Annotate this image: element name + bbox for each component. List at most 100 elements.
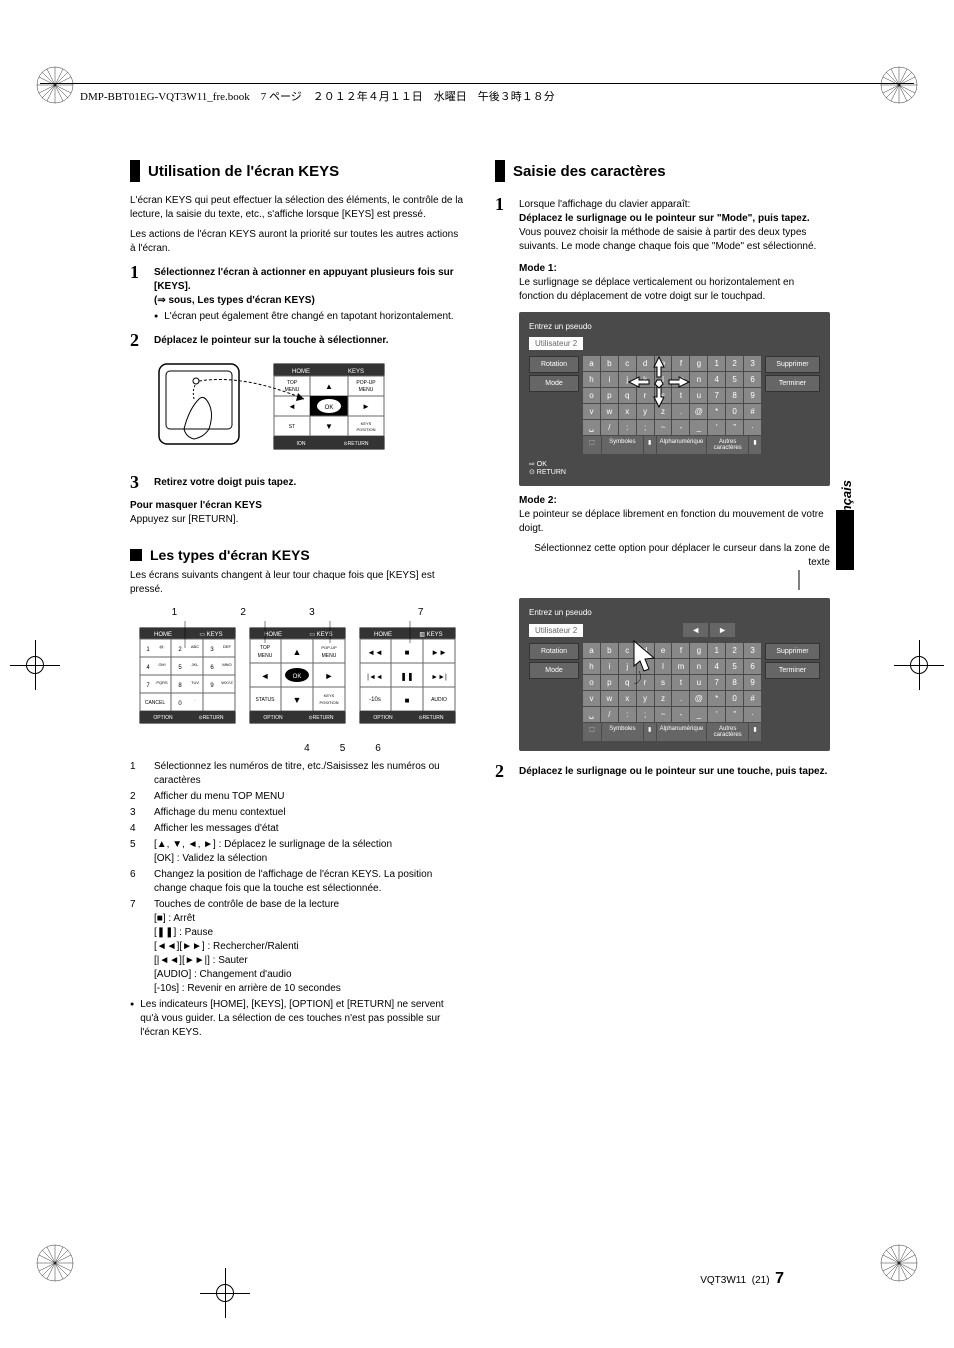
section-heading: Saisie des caractères	[513, 163, 666, 180]
step-text: Déplacez le pointeur sur la touche à sél…	[154, 335, 389, 346]
print-mark-icon	[35, 65, 75, 105]
svg-text:❚❚: ❚❚	[400, 672, 413, 681]
svg-text:ST: ST	[289, 424, 295, 430]
svg-text:HOME: HOME	[374, 632, 392, 638]
kb-key: z	[655, 691, 672, 706]
kb-key: d	[637, 356, 654, 371]
kb-symbols: Symboles	[602, 723, 643, 741]
svg-text:HOME: HOME	[264, 632, 282, 638]
svg-text:▭ KEYS: ▭ KEYS	[199, 632, 222, 638]
step-text: Lorsque l'affichage du clavier apparaît:	[519, 199, 690, 210]
kb-key: -	[672, 420, 689, 435]
kb-key: h	[583, 659, 600, 674]
kb-key: :	[619, 420, 636, 435]
list-text: Sélectionnez les numéros de titre, etc./…	[154, 760, 465, 788]
svg-text:POP-UP: POP-UP	[356, 380, 376, 386]
kb-other: Autres caractères	[707, 723, 748, 741]
kb-key: u	[690, 388, 707, 403]
svg-text:▥ KEYS: ▥ KEYS	[419, 632, 442, 638]
kb-key: x	[619, 691, 636, 706]
kb-key: _	[690, 420, 707, 435]
svg-text:OK: OK	[325, 405, 334, 411]
svg-text:TOP: TOP	[260, 645, 271, 651]
svg-text:JKL: JKL	[192, 662, 200, 667]
kb-key: '	[708, 707, 725, 722]
kb-key: '	[708, 420, 725, 435]
kb-key: 1	[708, 643, 725, 658]
kb-input: Utilisateur 2	[529, 337, 583, 350]
kb-key: 8	[726, 388, 743, 403]
svg-text:POSITION: POSITION	[319, 700, 338, 705]
svg-text:|◄◄: |◄◄	[367, 674, 383, 681]
kb-input: Utilisateur 2	[529, 624, 583, 637]
kb-key: 5	[726, 372, 743, 387]
kb-key: q	[619, 675, 636, 690]
svg-text:►►|: ►►|	[431, 674, 447, 681]
kb-key: 4	[708, 659, 725, 674]
svg-text:HOME: HOME	[292, 369, 310, 375]
kb-key: k	[637, 659, 654, 674]
diagram-label: 7	[418, 607, 424, 618]
svg-text:ION: ION	[297, 441, 306, 447]
kb-prompt: Entrez un pseudo	[529, 322, 592, 331]
kb-prompt: Entrez un pseudo	[529, 608, 592, 617]
step-text: Déplacez le surlignage ou le pointeur su…	[519, 213, 810, 224]
kb-key: 2	[726, 643, 743, 658]
step-number: 2	[495, 761, 519, 782]
list-text: [▲, ▼, ◄, ►] : Déplacez le surlignage de…	[154, 838, 465, 866]
step-text: Déplacez le surlignage ou le pointeur su…	[519, 766, 827, 777]
kb-rotation: Rotation	[529, 643, 579, 660]
keyboard-mode2-diagram: Entrez un pseudo Utilisateur 2 ◄ ► Rotat…	[519, 598, 830, 751]
list-number: 2	[130, 790, 154, 804]
kb-key: y	[637, 404, 654, 419]
kb-key: @	[690, 404, 707, 419]
kb-key: r	[637, 675, 654, 690]
print-mark-icon	[35, 1243, 75, 1283]
kb-key: p	[601, 675, 618, 690]
kb-alpha-marker: ▮	[644, 723, 656, 741]
svg-text:PQRS: PQRS	[156, 680, 168, 685]
list-number: 1	[130, 760, 154, 788]
svg-text:OPTION: OPTION	[263, 715, 283, 721]
kb-key: -	[672, 707, 689, 722]
kb-key: l	[655, 659, 672, 674]
diagram-label: 1	[172, 607, 178, 618]
kb-key: ;	[637, 420, 654, 435]
kb-key: ␣	[583, 707, 600, 722]
crosshair-icon	[200, 1268, 250, 1318]
mode-note: Sélectionnez cette option pour déplacer …	[534, 543, 830, 568]
svg-text:2: 2	[178, 647, 182, 653]
kb-key: l	[655, 372, 672, 387]
print-mark-icon	[879, 1243, 919, 1283]
kb-key: "	[726, 707, 743, 722]
kb-key: j	[619, 659, 636, 674]
kb-other-marker: ▮	[749, 723, 761, 741]
header-divider	[40, 83, 914, 84]
kb-key: n	[690, 372, 707, 387]
svg-text:⊙RETURN: ⊙RETURN	[418, 715, 443, 721]
mask-text: Appuyez sur [RETURN].	[130, 514, 238, 525]
print-mark-icon	[879, 65, 919, 105]
list-text: Changez la position de l'affichage de l'…	[154, 868, 465, 896]
kb-key: p	[601, 388, 618, 403]
svg-text:▼: ▼	[325, 422, 333, 431]
mode-title: Mode 2:	[519, 495, 557, 506]
svg-text:CANCEL: CANCEL	[145, 700, 166, 706]
svg-text:HOME: HOME	[154, 632, 172, 638]
kb-footer: ⇨ OK⊙ RETURN	[529, 460, 820, 476]
kb-key: v	[583, 404, 600, 419]
heading-marker	[130, 160, 140, 182]
kb-key: s	[655, 388, 672, 403]
mode-text: Le pointeur se déplace librement en fonc…	[519, 509, 824, 534]
step-number: 3	[130, 472, 154, 493]
subheading-marker	[130, 549, 142, 561]
diagram-label: 5	[340, 743, 346, 754]
kb-key: 8	[726, 675, 743, 690]
kb-mode: Mode	[529, 662, 579, 679]
kb-shift: ⬚	[583, 436, 601, 454]
bullet-text: Les indicateurs [HOME], [KEYS], [OPTION]…	[140, 998, 465, 1040]
kb-key: a	[583, 356, 600, 371]
svg-text:3: 3	[210, 647, 214, 653]
svg-text:1: 1	[146, 647, 150, 653]
svg-text:■: ■	[405, 648, 410, 657]
